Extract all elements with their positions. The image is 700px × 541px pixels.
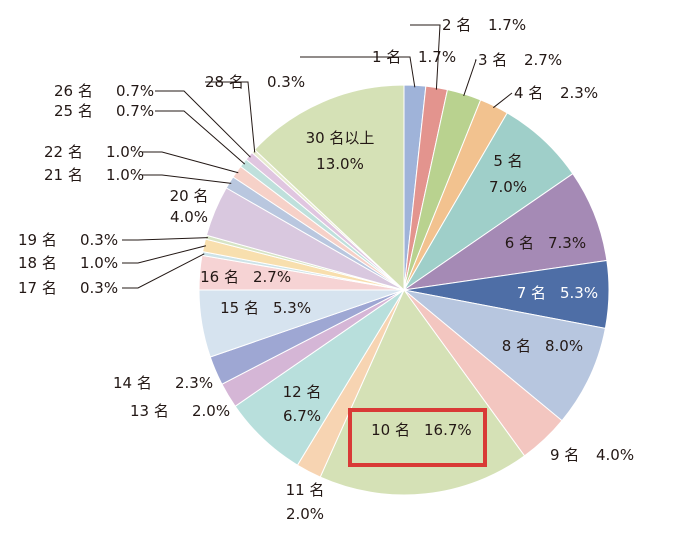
pie-slice bbox=[319, 289, 526, 496]
slice-label: 9 名 bbox=[550, 446, 579, 464]
pie-slice bbox=[253, 84, 405, 292]
leader-line bbox=[155, 110, 246, 165]
slice-value-label: 2.7% bbox=[524, 51, 562, 69]
slice-label: 22 名 bbox=[44, 143, 83, 161]
slice-label: 14 名 bbox=[113, 374, 152, 392]
slice-value-label: 2.0% bbox=[192, 402, 230, 420]
slice-label: 3 名 bbox=[478, 51, 507, 69]
slice-label: 19 名 bbox=[18, 231, 57, 249]
leader-line bbox=[205, 81, 256, 153]
slice-label: 26 名 bbox=[54, 82, 93, 100]
slice-value-label: 4.0% bbox=[596, 446, 634, 464]
slice-label: 17 名 bbox=[18, 279, 57, 297]
slice-value-label: 2.3% bbox=[175, 374, 213, 392]
leader-line bbox=[410, 24, 441, 90]
slice-value-label: 0.7% bbox=[116, 82, 154, 100]
leader-line bbox=[300, 56, 416, 88]
leader-line bbox=[122, 253, 205, 289]
slice-label: 4 名 bbox=[514, 84, 543, 102]
pie-slices bbox=[198, 84, 610, 496]
slice-value-label: 16.7% bbox=[424, 421, 472, 439]
leader-line bbox=[122, 237, 208, 241]
slice-label: 8 名 bbox=[502, 337, 531, 355]
slice-value-label: 0.3% bbox=[267, 73, 305, 91]
leader-line bbox=[142, 151, 239, 174]
slice-label: 1 名 bbox=[372, 48, 401, 66]
leader-line bbox=[155, 90, 251, 158]
slice-label: 10 名 bbox=[371, 421, 410, 439]
leader-lines bbox=[122, 24, 513, 289]
slice-value-label: 2.3% bbox=[560, 84, 598, 102]
highlight-box bbox=[348, 408, 487, 467]
leader-line bbox=[142, 174, 232, 184]
slice-value-label: 8.0% bbox=[545, 337, 583, 355]
leader-line bbox=[122, 245, 207, 264]
slice-label: 25 名 bbox=[54, 102, 93, 120]
slice-label: 28 名 bbox=[205, 73, 244, 91]
slice-label: 21 名 bbox=[44, 166, 83, 184]
slice-label: 12 名 bbox=[283, 383, 322, 401]
slice-label: 7 名 bbox=[517, 284, 546, 302]
slice-label: 6 名 bbox=[505, 234, 534, 252]
slice-value-label: 0.3% bbox=[80, 231, 118, 249]
slice-label: 5 名 bbox=[493, 152, 522, 170]
leader-line bbox=[463, 59, 477, 97]
slice-value-label: 1.0% bbox=[106, 143, 144, 161]
slice-label: 16 名 bbox=[200, 268, 239, 286]
slice-value-label: 7.0% bbox=[489, 178, 527, 196]
slice-labels: 1 名 1.7% 2 名 1.7% 3 名 2.7% 4 名 2.3% 5 名 7.0% 6 名 7.… bbox=[18, 16, 634, 523]
slice-value-label: 0.7% bbox=[116, 102, 154, 120]
slice-value-label: 13.0% bbox=[316, 155, 364, 173]
slice-label: 2 名 bbox=[442, 16, 471, 34]
slice-label: 15 名 bbox=[220, 299, 259, 317]
slice-value-label: 1.7% bbox=[488, 16, 526, 34]
slice-label: 20 名 bbox=[170, 187, 209, 205]
slice-value-label: 1.0% bbox=[106, 166, 144, 184]
slice-value-label: 5.3% bbox=[273, 299, 311, 317]
slice-label: 18 名 bbox=[18, 254, 57, 272]
slice-value-label: 1.7% bbox=[418, 48, 456, 66]
slice-value-label: 5.3% bbox=[560, 284, 598, 302]
slice-value-label: 2.7% bbox=[253, 268, 291, 286]
slice-label: 11 名 bbox=[286, 481, 325, 499]
pie-slice bbox=[403, 289, 606, 422]
slice-value-label: 6.7% bbox=[283, 407, 321, 425]
slice-value-label: 2.0% bbox=[286, 505, 324, 523]
slice-value-label: 7.3% bbox=[548, 234, 586, 252]
slice-label: 13 名 bbox=[130, 402, 169, 420]
slice-label: 30 名以上 bbox=[306, 129, 375, 147]
leader-line bbox=[492, 92, 513, 109]
slice-value-label: 0.3% bbox=[80, 279, 118, 297]
slice-value-label: 4.0% bbox=[170, 208, 208, 226]
slice-value-label: 1.0% bbox=[80, 254, 118, 272]
